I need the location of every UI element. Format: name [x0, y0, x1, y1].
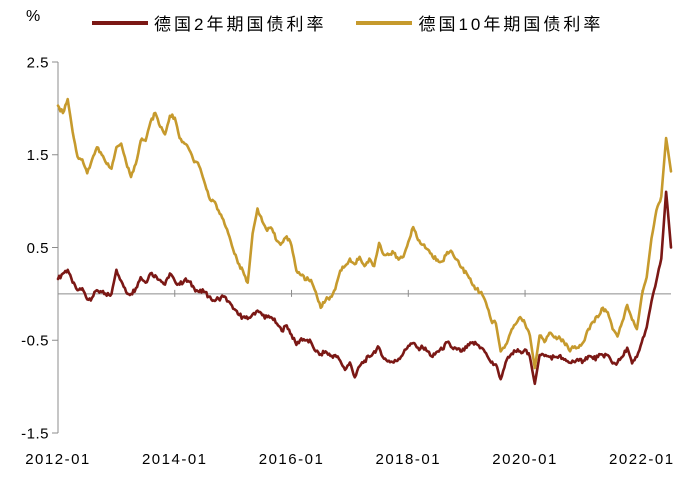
legend-item-de10y: 德国10年期国债利率	[356, 10, 603, 35]
x-axis-tick-label: 2012-01	[25, 451, 91, 468]
x-axis-tick-label: 2016-01	[259, 451, 325, 468]
y-axis-unit-label: %	[26, 8, 41, 25]
x-axis-tick-label: 2022-01	[609, 451, 675, 468]
series-line-de2y	[56, 190, 673, 386]
x-axis-tick-label: 2014-01	[142, 451, 208, 468]
legend-label-de2y: 德国2年期国债利率	[154, 15, 327, 34]
x-axis-tick-label: 2020-01	[492, 451, 558, 468]
y-axis-tick-label: -1.5	[21, 425, 49, 442]
x-axis-tick-label: 2018-01	[376, 451, 442, 468]
legend-line-swatch-de10y	[356, 20, 413, 25]
series-line-de10y	[56, 97, 673, 370]
legend-line-swatch-de2y	[92, 20, 148, 25]
chart-legend: 德国2年期国债利率 德国10年期国债利率	[92, 10, 603, 35]
y-axis-tick-label: 2.5	[27, 54, 49, 71]
y-axis-tick-label: 1.5	[27, 147, 49, 164]
y-axis-tick-label: 0.5	[27, 240, 49, 257]
y-axis-tick-label: -0.5	[21, 333, 49, 350]
legend-item-de2y: 德国2年期国债利率	[92, 10, 326, 35]
legend-label-de10y: 德国10年期国债利率	[418, 15, 604, 34]
